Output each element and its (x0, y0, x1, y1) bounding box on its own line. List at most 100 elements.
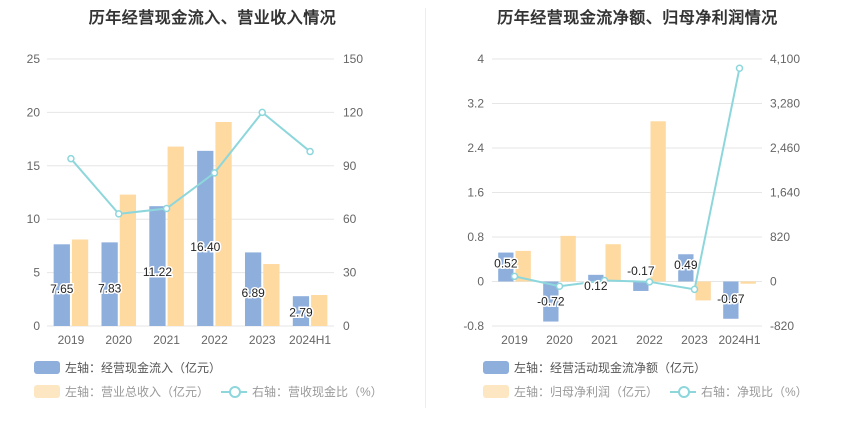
bar-primary (149, 206, 166, 326)
left-axis-tick-label: 4 (477, 52, 484, 66)
left-axis-tick-label: 0 (33, 319, 40, 333)
legend-swatch-orange (483, 385, 509, 398)
x-axis-tick-label: 2022 (636, 333, 663, 347)
bar-data-label: 0.49 (674, 258, 698, 272)
bar-primary (197, 150, 214, 326)
right-axis-tick-label: -820 (770, 319, 794, 333)
ratio-point (555, 282, 564, 291)
legend-item-cash-ratio[interactable]: 右轴：营收现金比（%） (221, 383, 383, 400)
legend-item-net-cash-ratio[interactable]: 右轴：净现比（%） (670, 383, 808, 400)
left-axis-tick-label: 1.6 (467, 186, 484, 200)
ratio-line (514, 68, 741, 291)
left-chart-panel: 历年经营现金流入、营业收入情况 0 5 10 15 20 25 0 30 60 90 120 150 2… (27, 10, 395, 400)
legend-label: 左轴：经营活动现金流净额（亿元） (514, 361, 707, 375)
right-axis-tick-label: 0 (770, 275, 777, 289)
left-axis-tick-label: 0 (477, 275, 484, 289)
ratio-point (645, 278, 654, 286)
right-axis-tick-label: 90 (343, 159, 357, 173)
x-axis-tick-label: 2023 (681, 333, 708, 347)
x-axis-tick-label: 2021 (153, 333, 180, 347)
left-axis-tick-label: 15 (27, 159, 41, 173)
x-axis-tick-label: 2019 (58, 333, 85, 347)
bar-secondary (215, 122, 232, 327)
bar-primary (678, 254, 694, 282)
right-legend-row-1: 左轴：经营活动现金流净额（亿元） (483, 359, 718, 376)
bar-secondary (263, 264, 280, 326)
x-axis-tick-label: 2021 (591, 333, 618, 347)
right-axis-tick-label: 60 (343, 212, 357, 226)
ratio-line (70, 110, 311, 215)
ratio-point (735, 64, 744, 72)
left-axis-tick-label: 20 (27, 105, 41, 119)
bar-data-label: -0.72 (537, 295, 565, 309)
right-axis-tick-label: 120 (343, 105, 363, 119)
bar-primary (588, 274, 604, 282)
legend-swatch-orange (34, 385, 60, 398)
left-axis-tick-label: 3.2 (467, 97, 484, 111)
right-axis-tick-label: 30 (343, 266, 357, 280)
right-axis-tick-label: 2,460 (770, 141, 800, 155)
ratio-point (210, 169, 219, 177)
legend-item-net-profit[interactable]: 左轴：归母净利润（亿元） (483, 383, 658, 400)
bar-primary (53, 244, 70, 326)
ratio-point (67, 154, 75, 163)
ratio-point (162, 204, 171, 213)
legend-line-marker-icon (670, 385, 697, 398)
legend-label: 右轴：净现比（%） (701, 385, 808, 399)
right-chart-panel: 历年经营现金流净额、归母净利润情况 -0.8 0 0.8 1.6 2.4 3.2 4 -820… (425, 0, 850, 437)
ratio-point (258, 108, 266, 117)
ratio-point (690, 285, 699, 294)
right-chart-title: 历年经营现金流净额、归母净利润情况 (497, 10, 778, 27)
bar-data-label: 6.89 (241, 286, 265, 300)
left-axis-tick-label: 10 (27, 212, 41, 226)
ratio-point (115, 210, 123, 218)
bar-primary (633, 281, 649, 291)
x-axis-tick-label: 2020 (105, 333, 132, 347)
bar-primary (292, 296, 310, 326)
bar-data-label: -0.67 (717, 292, 745, 306)
bar-data-label: 2.79 (289, 306, 313, 320)
left-legend-row-2: 左轴：营业总收入（亿元） 右轴：营收现金比（%） (34, 383, 395, 400)
legend-label: 左轴：归母净利润（亿元） (514, 385, 659, 399)
legend-label: 左轴：经营现金流入（亿元） (65, 361, 222, 375)
x-axis-tick-label: 2023 (249, 333, 276, 347)
left-axis-tick-label: 2.4 (467, 141, 484, 155)
bar-secondary (119, 194, 137, 326)
legend-item-cash-inflow[interactable]: 左轴：经营现金流入（亿元） (34, 359, 221, 376)
legend-swatch-blue (483, 361, 509, 374)
ratio-point (510, 272, 519, 281)
legend-item-revenue[interactable]: 左轴：营业总收入（亿元） (34, 383, 209, 400)
x-axis-tick-label: 2022 (201, 333, 228, 347)
legend-swatch-blue (34, 361, 60, 374)
right-axis-tick-label: 3,280 (770, 97, 800, 111)
x-axis-tick-label: 2020 (546, 333, 573, 347)
bar-primary (244, 252, 262, 326)
bar-data-label: 7.83 (98, 281, 122, 295)
bar-data-label: 7.65 (50, 282, 74, 296)
bar-data-label: 0.52 (494, 257, 518, 271)
bar-secondary (515, 250, 531, 282)
bar-secondary (650, 121, 666, 282)
right-axis-tick-label: 150 (343, 52, 363, 66)
bar-secondary (71, 239, 89, 326)
bar-secondary (560, 235, 576, 282)
bar-data-label: 16.40 (190, 240, 220, 254)
bar-secondary (605, 244, 621, 282)
left-legend-row-1: 左轴：经营现金流入（亿元） (34, 359, 233, 376)
legend-item-net-cash-flow[interactable]: 左轴：经营活动现金流净额（亿元） (483, 359, 706, 376)
bar-secondary (311, 295, 328, 326)
right-axis-tick-label: 1,640 (770, 186, 800, 200)
bar-primary (543, 281, 559, 322)
legend-label: 左轴：营业总收入（亿元） (65, 385, 210, 399)
legend-label: 右轴：营收现金比（%） (252, 385, 383, 399)
bar-data-label: 11.22 (143, 265, 172, 279)
legend-line-marker-icon (221, 385, 248, 398)
panel-divider (425, 8, 426, 408)
left-axis-tick-label: 25 (27, 52, 41, 66)
bar-secondary (740, 281, 756, 284)
x-axis-tick-label: 2019 (501, 333, 528, 347)
bar-primary (723, 281, 739, 319)
left-chart-plot: 0 5 10 15 20 25 0 30 60 90 120 150 2019 2020 2021 2022 2… (27, 52, 364, 347)
right-axis-tick-label: 4,100 (770, 52, 800, 66)
